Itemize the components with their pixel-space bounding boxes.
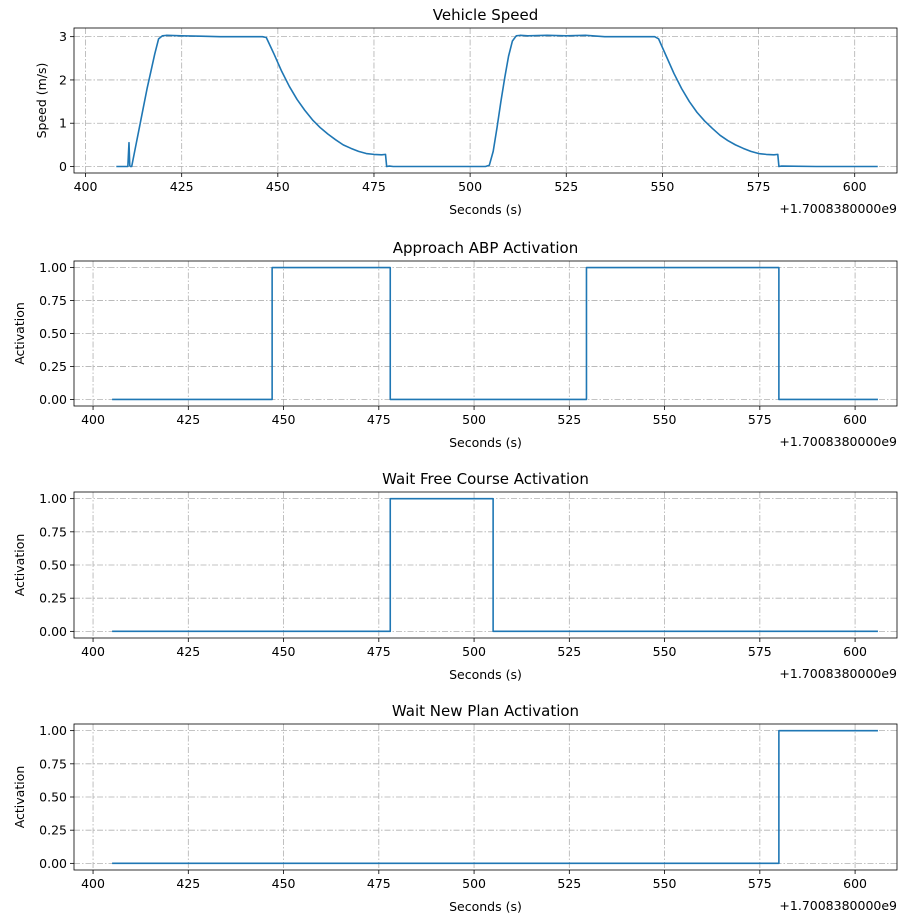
x-tick-label: 450	[266, 179, 290, 194]
y-tick-label: 1.00	[39, 260, 67, 275]
x-tick-label: 525	[557, 876, 581, 891]
series-line	[112, 729, 878, 865]
x-tick-label: 600	[843, 412, 867, 427]
x-tick-label: 500	[462, 412, 486, 427]
y-tick-label: 2	[59, 72, 67, 87]
y-tick-label: 0.00	[39, 392, 67, 407]
y-tick-label: 1.00	[39, 723, 67, 738]
chart-panel-1: 400 425 450 475 500 525 550 575 600 0 1 2 3 Vehicle S…	[34, 6, 898, 217]
x-tick-label: 600	[843, 179, 867, 194]
x-tick-label: 525	[557, 412, 581, 427]
y-tick-label: 0	[59, 159, 67, 174]
y-tick-label: 0.75	[39, 524, 67, 539]
y-tick-label: 3	[59, 29, 67, 44]
x-tick-label: 525	[557, 644, 581, 659]
chart-title: Wait New Plan Activation	[392, 702, 579, 720]
x-tick-label: 525	[554, 179, 578, 194]
y-tick-label: 0.25	[39, 359, 67, 374]
x-tick-label: 400	[81, 412, 105, 427]
x-tick-label: 425	[176, 412, 200, 427]
x-offset-label: +1.7008380000e9	[779, 434, 897, 449]
y-tick-label: 1.00	[39, 491, 67, 506]
x-tick-label: 450	[272, 644, 296, 659]
x-tick-label: 575	[747, 179, 771, 194]
y-tick-label: 0.50	[39, 326, 67, 341]
x-tick-label: 600	[843, 644, 867, 659]
x-tick-label: 600	[843, 876, 867, 891]
chart-title: Vehicle Speed	[433, 6, 538, 24]
x-tick-label: 500	[462, 876, 486, 891]
x-tick-label: 425	[170, 179, 194, 194]
chart-title: Approach ABP Activation	[393, 239, 579, 257]
x-tick-label: 575	[748, 644, 772, 659]
x-tick-label: 550	[653, 644, 677, 659]
x-tick-label: 575	[748, 412, 772, 427]
x-axis-label: Seconds (s)	[449, 435, 522, 450]
y-tick-label: 0.50	[39, 790, 67, 805]
x-tick-label: 475	[367, 876, 391, 891]
x-axis-label: Seconds (s)	[449, 899, 522, 914]
chart-panel-3: 400 425 450 475 500 525 550 575 600 0.00 0.25 0.50 0…	[12, 470, 898, 682]
y-axis-label: Activation	[12, 534, 27, 597]
x-tick-label: 475	[367, 644, 391, 659]
y-tick-label: 0.00	[39, 624, 67, 639]
y-tick-label: 1	[59, 116, 67, 131]
x-axis-label: Seconds (s)	[449, 202, 522, 217]
chart-panel-4: 400 425 450 475 500 525 550 575 600 0.00 0.25 0.50 0…	[12, 702, 898, 914]
x-axis-label: Seconds (s)	[449, 667, 522, 682]
x-offset-label: +1.7008380000e9	[779, 666, 897, 681]
plot-frame	[73, 27, 898, 174]
y-tick-label: 0.50	[39, 558, 67, 573]
x-tick-label: 575	[748, 876, 772, 891]
x-tick-label: 475	[362, 179, 386, 194]
y-tick-label: 0.75	[39, 756, 67, 771]
x-tick-label: 550	[650, 179, 674, 194]
x-tick-label: 400	[81, 644, 105, 659]
x-tick-label: 500	[458, 179, 482, 194]
y-tick-label: 0.25	[39, 591, 67, 606]
x-tick-label: 500	[462, 644, 486, 659]
y-tick-label: 0.75	[39, 293, 67, 308]
x-tick-label: 400	[81, 876, 105, 891]
x-tick-label: 450	[272, 876, 296, 891]
chart-title: Wait Free Course Activation	[382, 470, 589, 488]
y-axis-label: Activation	[12, 766, 27, 829]
x-tick-label: 450	[272, 412, 296, 427]
x-tick-label: 425	[176, 876, 200, 891]
y-axis-label: Activation	[12, 302, 27, 365]
x-tick-label: 550	[653, 876, 677, 891]
series-line	[112, 497, 878, 633]
x-tick-label: 550	[653, 412, 677, 427]
chart-panel-2: 400 425 450 475 500 525 550 575 600 0.00 0.25 0.50 0…	[12, 239, 898, 450]
y-axis-label: Speed (m/s)	[34, 63, 49, 139]
x-tick-label: 425	[176, 644, 200, 659]
x-offset-label: +1.7008380000e9	[779, 201, 897, 216]
x-tick-label: 475	[367, 412, 391, 427]
x-offset-label: +1.7008380000e9	[779, 898, 897, 913]
series-line	[116, 34, 878, 168]
series-line	[112, 266, 878, 401]
x-tick-label: 400	[74, 179, 98, 194]
y-tick-label: 0.00	[39, 856, 67, 871]
y-tick-label: 0.25	[39, 823, 67, 838]
